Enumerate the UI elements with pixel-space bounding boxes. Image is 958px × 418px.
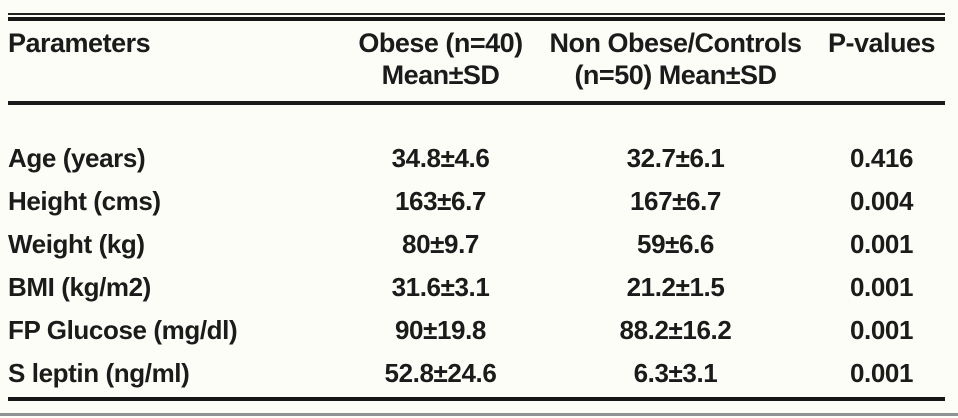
parameter-cell: BMI (kg/m2) <box>8 272 151 302</box>
non-obese-mean-sd-cell: 6.3±3.1 <box>633 358 718 388</box>
table-row: S leptin (ng/ml) 52.8±24.6 6.3±3.1 0.001 <box>8 352 945 395</box>
top-thin-rule <box>8 13 945 15</box>
parameter-cell: Age (years) <box>8 143 146 173</box>
bottom-thick-rule <box>8 397 945 401</box>
non-obese-mean-sd-cell: 167±6.7 <box>630 186 721 216</box>
non-obese-mean-sd-cell: 59±6.6 <box>637 229 714 259</box>
p-value-cell: 0.001 <box>849 272 914 302</box>
header-cell-parameters: Parameters <box>8 21 348 103</box>
obese-mean-sd-cell: 52.8±24.6 <box>384 358 497 388</box>
p-value-cell: 0.001 <box>849 315 914 345</box>
header-label: Non Obese/Controls <box>549 28 802 58</box>
data-table: Parameters Obese (n=40) Mean±SD Non Obes… <box>8 21 945 395</box>
top-thick-rule <box>8 17 945 21</box>
header-label: P-values <box>827 28 936 58</box>
table-row: BMI (kg/m2) 31.6±3.1 21.2±1.5 0.001 <box>8 266 945 309</box>
header-cell-non-obese: Non Obese/Controls (n=50) Mean±SD <box>533 21 818 103</box>
table-row: Age (years) 34.8±4.6 32.7±6.1 0.416 <box>8 103 945 180</box>
obese-mean-sd-cell: 31.6±3.1 <box>391 272 490 302</box>
header-label: Obese (n=40) <box>358 28 523 58</box>
obese-mean-sd-cell: 90±19.8 <box>395 315 486 345</box>
obese-mean-sd-cell: 34.8±4.6 <box>391 143 490 173</box>
page-bottom-grey-rule <box>0 413 958 416</box>
parameter-cell: Height (cms) <box>8 186 161 216</box>
p-value-cell: 0.001 <box>849 229 914 259</box>
non-obese-mean-sd-cell: 88.2±16.2 <box>619 315 732 345</box>
header-sublabel: (n=50) Mean±SD <box>574 60 777 90</box>
table-header: Parameters Obese (n=40) Mean±SD Non Obes… <box>8 21 945 103</box>
obese-mean-sd-cell: 163±6.7 <box>395 186 486 216</box>
non-obese-mean-sd-cell: 21.2±1.5 <box>626 272 725 302</box>
header-cell-p-values: P-values <box>818 21 945 103</box>
parameters-comparison-table: Parameters Obese (n=40) Mean±SD Non Obes… <box>8 13 945 401</box>
table-row: Height (cms) 163±6.7 167±6.7 0.004 <box>8 180 945 223</box>
p-value-cell: 0.004 <box>849 186 914 216</box>
table-body: Age (years) 34.8±4.6 32.7±6.1 0.416 Heig… <box>8 103 945 395</box>
obese-mean-sd-cell: 80±9.7 <box>402 229 479 259</box>
p-value-cell: 0.001 <box>849 358 914 388</box>
non-obese-mean-sd-cell: 32.7±6.1 <box>626 143 725 173</box>
parameter-cell: FP Glucose (mg/dl) <box>8 315 238 345</box>
p-value-cell: 0.416 <box>849 143 914 173</box>
header-sublabel: Mean±SD <box>381 60 500 90</box>
header-label: Parameters <box>8 28 151 58</box>
header-cell-obese: Obese (n=40) Mean±SD <box>348 21 533 103</box>
parameter-cell: Weight (kg) <box>8 229 145 259</box>
header-row: Parameters Obese (n=40) Mean±SD Non Obes… <box>8 21 945 103</box>
table-row: Weight (kg) 80±9.7 59±6.6 0.001 <box>8 223 945 266</box>
parameter-cell: S leptin (ng/ml) <box>8 358 190 388</box>
table-row: FP Glucose (mg/dl) 90±19.8 88.2±16.2 0.0… <box>8 309 945 352</box>
